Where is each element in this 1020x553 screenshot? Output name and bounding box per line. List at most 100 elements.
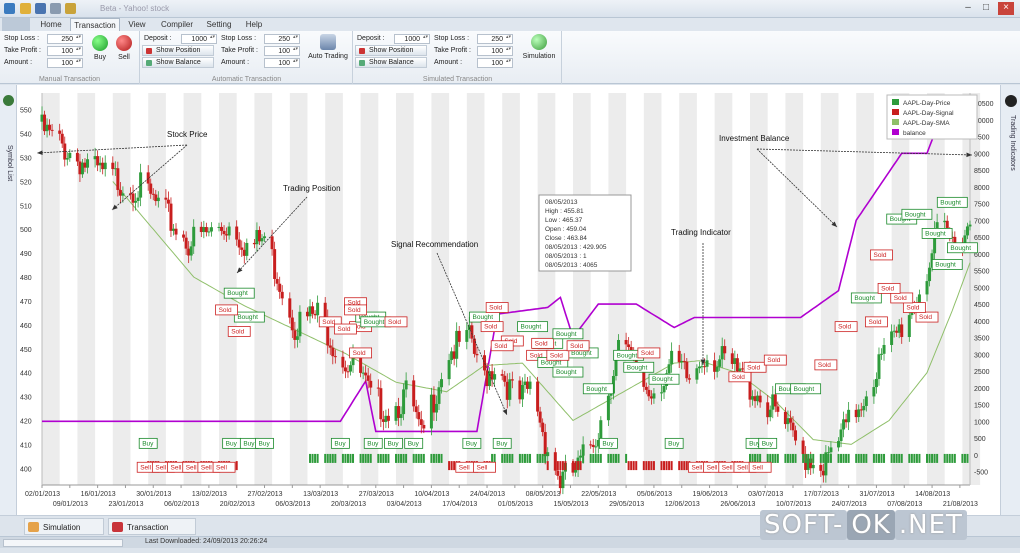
sim-show-position-toggle[interactable]: Show Position (355, 45, 427, 56)
candle-body (525, 381, 529, 389)
simulation-button[interactable]: Simulation (518, 34, 560, 60)
buy-signal-bar (369, 453, 372, 463)
simulation-record-icon (28, 522, 39, 532)
stock-chart[interactable]: 550 540 530 520 510 500 490 480 470 460 450 440 430 4… (17, 85, 1000, 515)
save-icon[interactable] (35, 3, 46, 14)
sell-signal-bar (453, 461, 456, 471)
minimize-icon[interactable]: – (965, 2, 971, 13)
tab-compiler[interactable]: Compiler (160, 20, 193, 29)
maximize-icon[interactable]: □ (982, 2, 990, 13)
tab-view[interactable]: View (128, 20, 146, 29)
buy-signal-bar (822, 453, 825, 463)
sell-label-box (212, 461, 236, 473)
candle-body (235, 226, 239, 240)
sim-amount-input[interactable]: 100 (477, 58, 513, 68)
trading-indicators-tab[interactable]: Trading Indicators (1009, 115, 1016, 171)
buy-label-box (462, 437, 482, 449)
candle-body (844, 419, 848, 423)
manual-amount-input[interactable]: 100 (47, 58, 83, 68)
y-right-tick-label: 1000 (974, 419, 990, 426)
buy-signal-bar (898, 453, 901, 463)
auto-trading-button[interactable]: Auto Trading (305, 34, 351, 60)
candle-body (295, 336, 299, 340)
buy-label-box (330, 437, 350, 449)
open-folder-icon[interactable] (20, 3, 31, 14)
tab-transaction-records[interactable]: Transaction Records (108, 518, 196, 549)
buy-signal-bar (614, 453, 617, 463)
tab-transaction[interactable]: Transaction (70, 18, 120, 31)
bought-label: Bought (935, 261, 956, 268)
buy-signal-bar (769, 453, 772, 463)
candle-body (209, 227, 213, 232)
candle-body (488, 371, 492, 387)
manual-stop-loss-input[interactable]: 250 (47, 34, 83, 44)
buy-button[interactable]: Buy (89, 35, 111, 61)
tab-setting[interactable]: Setting (206, 20, 232, 29)
y-right-tick-label: 4000 (974, 319, 990, 326)
x-tick-label: 20/02/2013 (220, 501, 255, 508)
auto-show-position-toggle[interactable]: Show Position (142, 45, 214, 56)
candle-body (154, 194, 158, 202)
candle-body (713, 360, 717, 372)
auto-show-balance-toggle[interactable]: Show Balance (142, 57, 214, 68)
sell-button[interactable]: Sell (113, 35, 135, 61)
candle-body (134, 200, 138, 203)
auto-deposit-input[interactable]: 1000 (181, 34, 217, 44)
bought-label-box (931, 259, 963, 270)
buy-signal-bar (908, 453, 911, 463)
auto-take-profit-input[interactable]: 100 (264, 46, 300, 56)
candle-body (528, 381, 532, 389)
week-band (679, 93, 697, 485)
candle-body (485, 370, 489, 387)
candle-body (483, 355, 487, 371)
y-right-tick-label: 8000 (974, 185, 990, 192)
x-tick-label: 17/04/2013 (442, 501, 477, 508)
sim-deposit-input[interactable]: 1000 (394, 34, 430, 44)
auto-amount-input[interactable]: 100 (264, 58, 300, 68)
tab-simulation-record[interactable]: Simulation Record (24, 518, 104, 549)
x-tick-label: 26/06/2013 (720, 501, 755, 508)
sold-label-box (318, 316, 342, 328)
buy-signal-bar (384, 453, 387, 463)
undo-icon[interactable] (65, 3, 76, 14)
chart-area[interactable]: 550 540 530 520 510 500 490 480 470 460 450 440 430 4… (17, 85, 1000, 515)
candle-body (556, 470, 560, 476)
candle-body (113, 168, 117, 170)
candle-body (326, 317, 330, 346)
candle-body (505, 381, 509, 400)
buy-signal-bar (936, 453, 939, 463)
bought-label: Bought (627, 364, 648, 371)
sell-signal-bar (635, 461, 638, 471)
sim-take-profit-input[interactable]: 100 (477, 46, 513, 56)
print-icon[interactable] (50, 3, 61, 14)
symbol-list-tab[interactable]: Symbol List (6, 145, 13, 182)
buy-signal-bar (341, 453, 344, 463)
candle-body (634, 354, 638, 369)
buy-signal-bar (824, 453, 827, 463)
sell-signal-bar (450, 461, 453, 471)
bought-label-box (517, 321, 548, 333)
candle-body (351, 352, 355, 366)
tab-file[interactable] (2, 18, 30, 31)
candle-body (386, 415, 390, 421)
candle-body (617, 339, 621, 355)
deposit-label: Deposit : (144, 35, 172, 42)
candle-body (103, 162, 107, 170)
candle-body (278, 283, 282, 292)
candle-body (627, 344, 631, 348)
buy-signal-bar (501, 453, 504, 463)
auto-stop-loss-input[interactable]: 250 (264, 34, 300, 44)
buy-signal-bar (771, 453, 774, 463)
manual-take-profit-input[interactable]: 100 (47, 46, 83, 56)
buy-signal-bar (435, 453, 438, 463)
tab-home[interactable]: Home (40, 20, 62, 29)
buy-signal-bar (865, 453, 868, 463)
candle-body (824, 452, 828, 476)
candle-body (685, 361, 689, 379)
close-icon[interactable]: × (998, 2, 1014, 15)
tab-help[interactable]: Help (245, 20, 263, 29)
candle-body (465, 330, 469, 342)
candle-body (328, 345, 332, 348)
sim-stop-loss-input[interactable]: 250 (477, 34, 513, 44)
sim-show-balance-toggle[interactable]: Show Balance (355, 57, 427, 68)
